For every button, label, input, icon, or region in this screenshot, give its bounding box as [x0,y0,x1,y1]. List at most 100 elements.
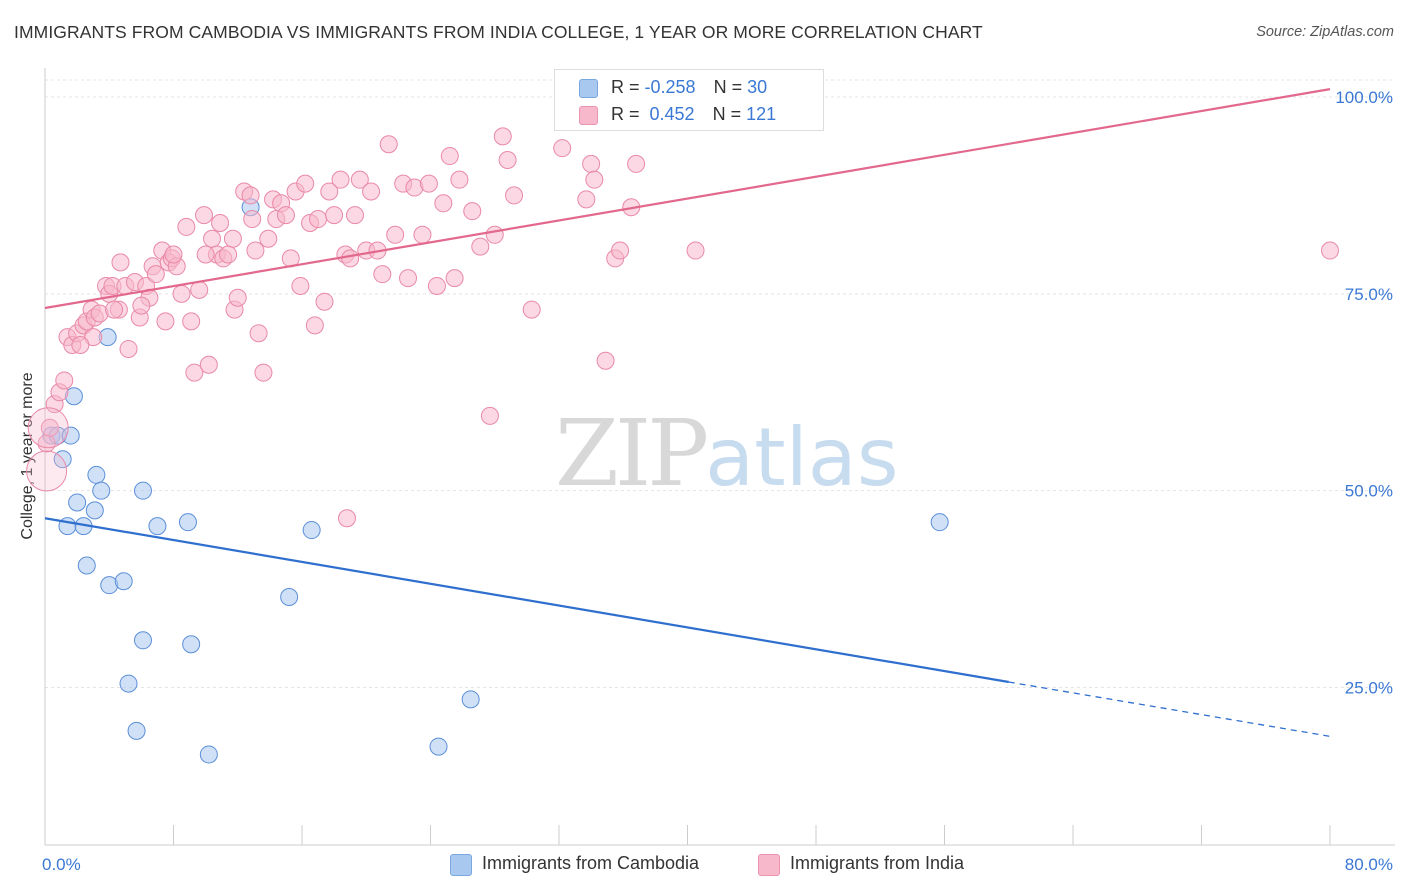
legend-r-label: R = [611,77,645,97]
cambodia-point [119,674,138,693]
india-point [341,249,360,268]
cambodia-trendline [44,517,1009,684]
india-point [211,213,230,232]
india-point [331,170,350,189]
india-point [249,324,268,343]
india-point [498,150,517,169]
india-point [309,210,328,229]
source-label: Source: ZipAtlas.com [1256,24,1394,40]
india-point [493,127,512,146]
india-point [243,210,262,229]
cambodia-point [199,745,218,764]
cambodia-point [127,721,146,740]
india-point [199,355,218,374]
india-point [241,186,260,205]
india-point [164,245,183,264]
india-point [196,245,215,264]
india-point [445,269,464,288]
india-point [413,225,432,244]
y-tick-label: 100.0% [1335,88,1393,107]
india-point [434,194,453,213]
cambodia-point [429,737,448,756]
india-point [337,509,356,528]
legend-n-label: N = [712,104,747,124]
bottom-legend-label: Immigrants from Cambodia [482,853,700,873]
bottom-swatch-india [758,854,780,876]
india-point [505,186,524,205]
india-point [577,190,596,209]
cambodia-point [61,426,80,445]
india-point [146,265,165,284]
india-point [203,229,222,248]
india-point [254,363,273,382]
india-point [156,312,175,331]
legend-n-value: 121 [746,104,777,124]
y-tick-label: 50.0% [1345,482,1393,501]
india-point [419,174,438,193]
watermark-atlas: atlas [705,411,899,504]
legend-r-value: -0.258 [644,77,696,97]
india-point [373,265,392,284]
india-point [346,206,365,225]
cambodia-point [280,587,299,606]
cambodia-point [92,481,111,500]
india-point [686,241,705,260]
cambodia-point [178,513,197,532]
india-point [362,182,381,201]
correlation-legend: R = -0.258 N = 30 R = 0.452 N = 121 [554,69,824,131]
india-trendline [44,88,1331,310]
cambodia-trendline-extension [1008,681,1331,737]
y-tick-label: 75.0% [1345,285,1393,304]
india-point [440,147,459,166]
legend-n-label: N = [713,77,748,97]
x-tick-label: 80.0% [1345,855,1393,874]
india-point [219,245,238,264]
x-tick-label: 0.0% [42,855,81,874]
india-point [386,225,405,244]
india-point [463,202,482,221]
india-point [276,206,295,225]
india-point [223,229,242,248]
india-point [627,154,646,173]
india-point [190,280,209,299]
cambodia-point [461,690,480,709]
india-point [522,300,541,319]
cambodia-point [68,493,87,512]
india-point [55,371,74,390]
india-point [553,139,572,158]
zipatlas-watermark: ZIPatlas [555,400,899,507]
india-point [119,339,138,358]
legend-n-value: 30 [747,77,768,97]
india-point [177,217,196,236]
india-point [185,363,204,382]
india-point [471,237,490,256]
india-point [582,154,601,173]
india-point [27,407,69,449]
india-point [325,206,344,225]
india-point [71,336,90,355]
india-point [26,450,68,492]
india-point [195,206,214,225]
india-point [450,170,469,189]
cambodia-point [182,635,201,654]
india-point [480,406,499,425]
cambodia-point [930,513,949,532]
india-point [246,241,265,260]
cambodia-point [77,556,96,575]
cambodia-point [148,517,167,536]
india-point [182,312,201,331]
india-point [611,241,630,260]
legend-r-value: 0.452 [644,104,695,124]
cambodia-point [114,572,133,591]
india-point [427,276,446,295]
india-point [172,284,191,303]
india-point [585,170,604,189]
india-point [259,229,278,248]
legend-r-label: R = [611,104,645,124]
cambodia-point [302,521,321,540]
india-point [296,174,315,193]
india-point [1321,241,1339,260]
india-point [379,135,398,154]
india-point [350,170,369,189]
